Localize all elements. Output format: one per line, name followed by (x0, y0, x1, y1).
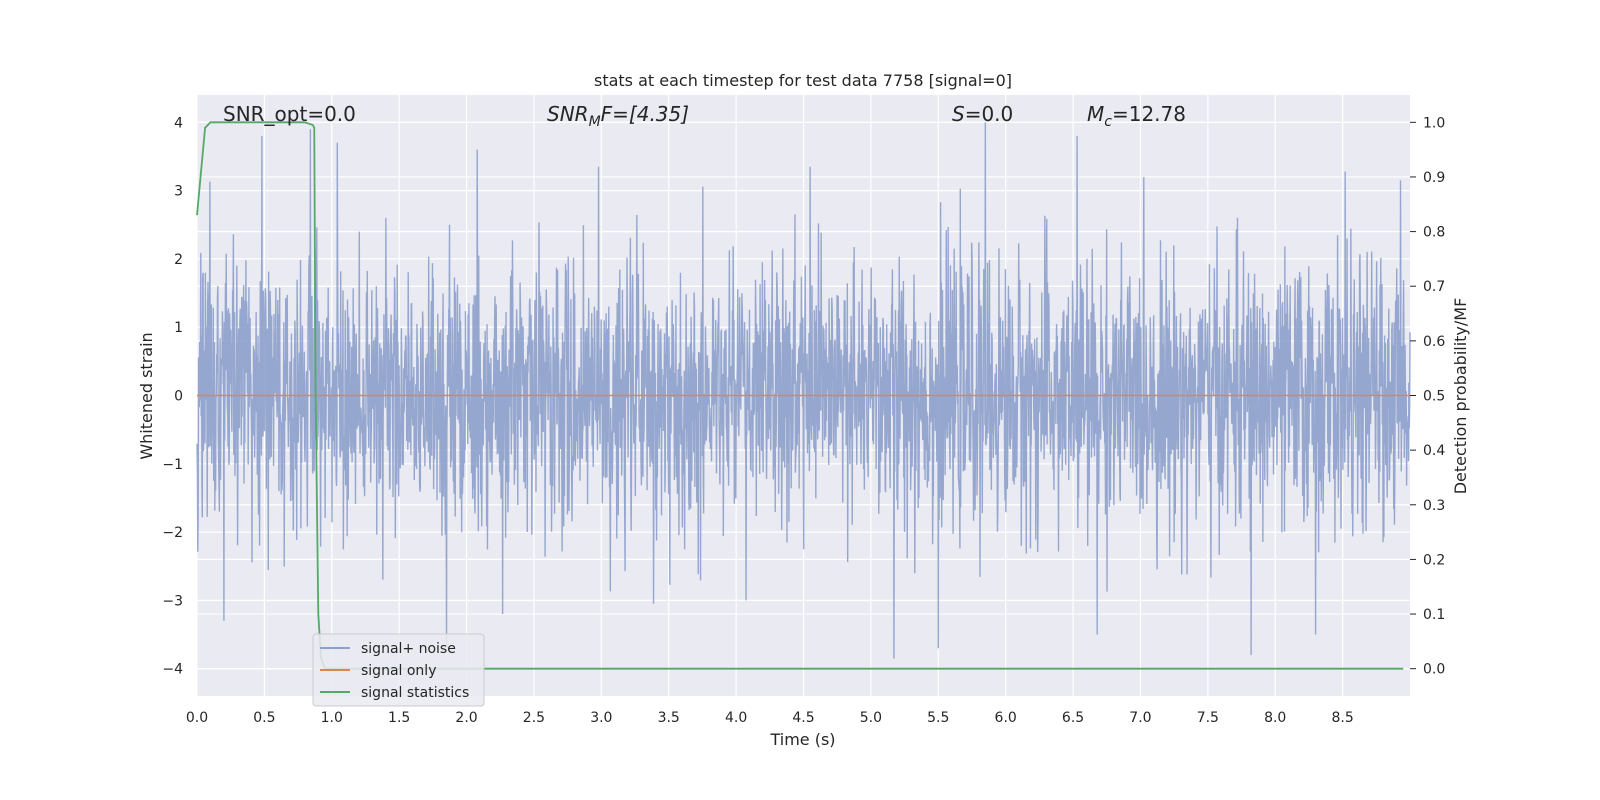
y-tick-label: −4 (162, 662, 183, 678)
y-axis-label: Whitened strain (137, 332, 156, 459)
x-tick-label: 3.5 (658, 710, 680, 726)
x-tick-label: 7.5 (1197, 710, 1219, 726)
y-tick-label: −3 (162, 593, 183, 609)
y2-tick-label: 0.4 (1423, 443, 1445, 459)
annotation-snr-mf-rest: F=[4.35] (601, 102, 689, 126)
y-tick-label: 4 (174, 115, 183, 131)
x-tick-label: 1.5 (388, 710, 410, 726)
x-axis-ticks: 0.0 0.5 1.0 1.5 2.0 2.5 3.0 3.5 4.0 4.5 5.0 5.5 6.0 6… (186, 710, 1354, 726)
y2-tick-label: 0.8 (1423, 225, 1445, 241)
y2-tick-label: 0.2 (1423, 552, 1445, 568)
x-tick-label: 7.0 (1129, 710, 1151, 726)
y2-tick-label: 0.3 (1423, 498, 1445, 514)
legend-box (312, 633, 485, 707)
y-tick-label: 3 (174, 184, 183, 200)
legend-label-signal-noise: signal+ noise (361, 641, 456, 657)
x-tick-label: 6.5 (1062, 710, 1084, 726)
chart-title: stats at each timestep for test data 775… (594, 71, 1012, 90)
y2-tick-label: 0.7 (1423, 279, 1445, 295)
y2-axis-ticks: 1.0 0.9 0.8 0.7 0.6 0.5 0.4 0.3 0.2 0.1 0.0 (1410, 115, 1445, 678)
y2-axis-label: Detection probability/MF (1451, 298, 1470, 495)
x-tick-label: 2.0 (455, 710, 477, 726)
x-tick-label: 1.0 (321, 710, 343, 726)
y-tick-label: 2 (174, 252, 183, 268)
annotation-mc-main: M (1087, 102, 1104, 126)
y2-tick-label: 0.6 (1423, 334, 1445, 350)
legend-label-signal-only: signal only (361, 663, 436, 679)
y2-tick-label: 1.0 (1423, 115, 1445, 131)
x-tick-label: 2.5 (523, 710, 545, 726)
annotation-mc-rest: =12.78 (1112, 102, 1186, 126)
y-tick-label: 0 (174, 389, 183, 405)
x-axis-label: Time (s) (769, 730, 835, 749)
x-tick-label: 6.0 (995, 710, 1017, 726)
x-tick-label: 0.0 (186, 710, 208, 726)
x-tick-label: 4.5 (792, 710, 814, 726)
y-tick-label: 1 (174, 320, 183, 336)
y2-tick-label: 0.9 (1423, 170, 1445, 186)
annotation-mc: Mc=12.78 (1087, 102, 1186, 130)
x-tick-label: 5.5 (927, 710, 949, 726)
y-axis-ticks: 4 3 2 1 0 −1 −2 −3 −4 (162, 115, 183, 677)
y2-tick-label: 0.1 (1423, 607, 1445, 623)
y2-tick-label: 0.5 (1423, 389, 1445, 405)
annotation-s: S=0.0 (952, 102, 1013, 126)
series-signal-noise (196, 122, 1411, 659)
x-tick-label: 8.5 (1331, 710, 1353, 726)
x-tick-label: 5.0 (860, 710, 882, 726)
annotation-snr-opt: SNR_opt=0.0 (223, 102, 356, 126)
x-tick-label: 3.0 (590, 710, 612, 726)
annotation-snr-mf: SNRMF=[4.35] (547, 102, 689, 130)
y-tick-label: −1 (162, 457, 183, 473)
annotation-s-rest: =0.0 (965, 102, 1014, 126)
x-tick-label: 0.5 (253, 710, 275, 726)
x-tick-label: 4.0 (725, 710, 747, 726)
annotation-snr-mf-sub: M (589, 114, 601, 130)
y-tick-label: −2 (162, 525, 183, 541)
line-signal-statistics (196, 121, 1404, 670)
legend-label-signal-statistics: signal statistics (361, 685, 469, 701)
annotation-s-main: S (952, 102, 965, 126)
line-signal-noise (196, 122, 1411, 659)
series-signal-statistics (196, 121, 1404, 670)
annotation-mc-sub: c (1104, 114, 1112, 130)
annotation-snr-mf-main: SNR (547, 102, 589, 126)
x-tick-label: 8.0 (1264, 710, 1286, 726)
legend: signal+ noise signal only signal statist… (312, 633, 485, 707)
y2-tick-label: 0.0 (1423, 662, 1445, 678)
